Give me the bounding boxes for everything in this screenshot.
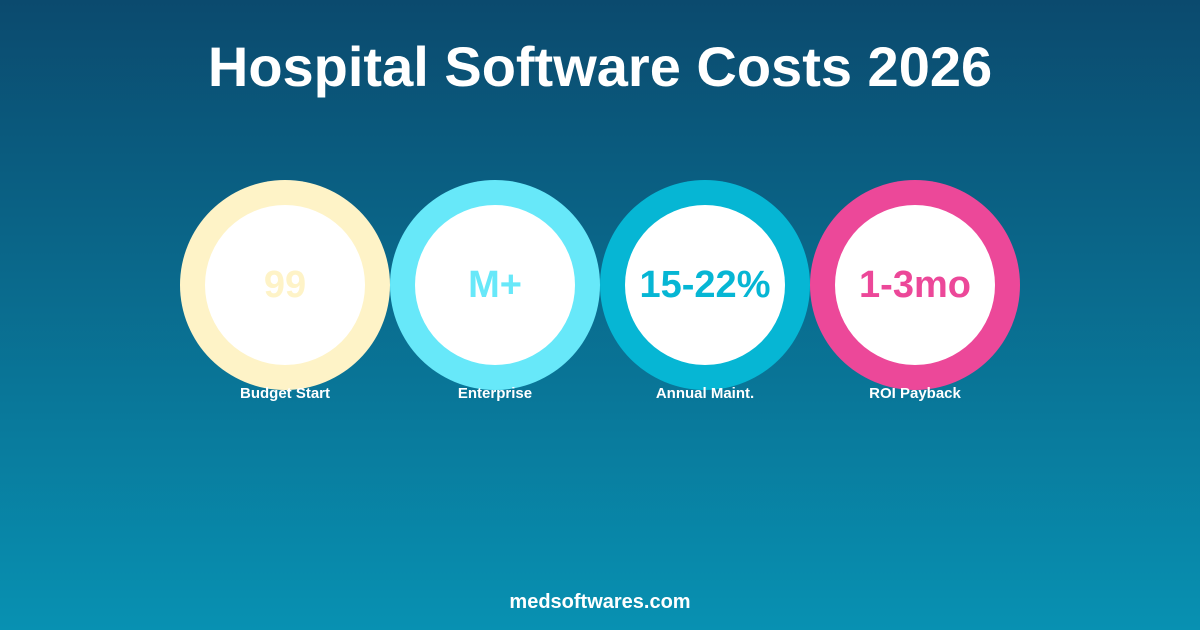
- stat-value: M+: [415, 205, 575, 365]
- stat-label: Annual Maint.: [655, 385, 755, 402]
- stat-value: 1-3mo: [835, 205, 995, 365]
- footer-site: medsoftwares.com: [509, 591, 691, 613]
- stat-value: 99: [205, 205, 365, 365]
- page-title: Hospital Software Costs 2026: [207, 35, 993, 98]
- stat-label: ROI Payback: [869, 385, 961, 402]
- stat-label: Enterprise: [457, 385, 533, 402]
- stat-value: 15-22%: [625, 205, 785, 365]
- stat-label: Budget Start: [240, 385, 330, 402]
- stat-budget-start: 99 Budget Start: [180, 180, 390, 402]
- stat-annual-maint: 15-22% Annual Maint.: [600, 180, 810, 402]
- stat-roi-payback: 1-3mo ROI Payback: [810, 180, 1020, 402]
- stat-enterprise: M+ Enterprise: [390, 180, 600, 402]
